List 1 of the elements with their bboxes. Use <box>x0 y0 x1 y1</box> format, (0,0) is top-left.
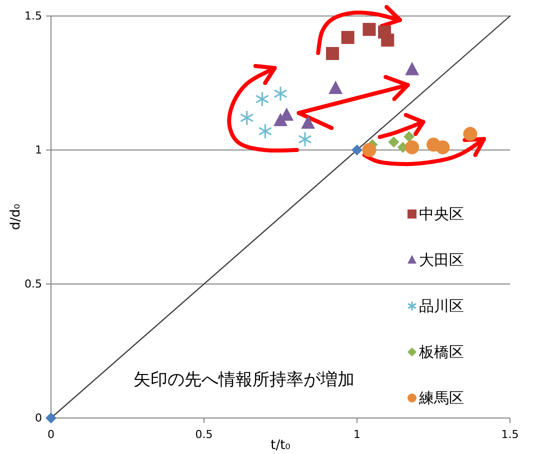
annotation: 矢印の先へ情報所持率が増加 <box>133 370 354 390</box>
